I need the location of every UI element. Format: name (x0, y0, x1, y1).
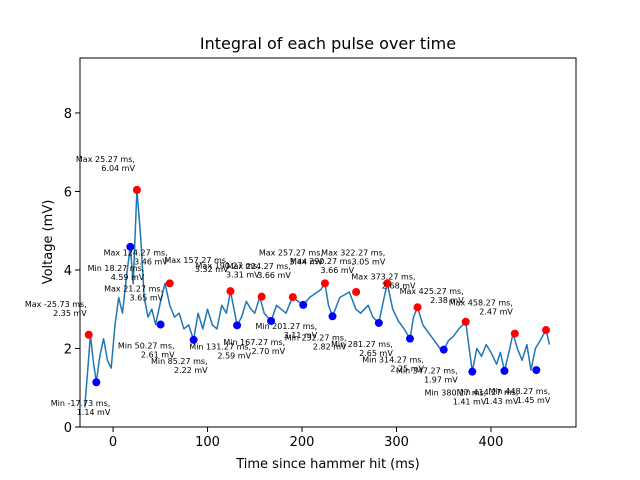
max-point (542, 326, 551, 335)
plot-area: Max -25.73 ms, 2.35 mV Max 25.27 ms, 6.04 m… (25, 155, 551, 417)
max-label: Max 458.27 ms, 2.47 mV (449, 299, 514, 317)
y-tick-label: 4 (64, 264, 72, 279)
x-tick-label: 0 (109, 435, 117, 450)
max-label: Max 425.27 ms, 2.38 mV (400, 287, 465, 305)
x-tick-label: 200 (290, 435, 315, 450)
min-label: Min 50.27 ms, 2.61 mV (118, 342, 175, 360)
max-label: Max 373.27 ms, 2.68 mV (351, 272, 416, 290)
y-axis-label: Voltage (mV) (41, 200, 56, 285)
min-label: Min 314.27 ms, 2.25 mV (362, 356, 424, 374)
x-tick-label: 300 (384, 435, 409, 450)
max-label: Max 157.27 ms, 3.32 mV (164, 256, 229, 274)
max-label: Max 224.27 ms, 3.66 mV (227, 262, 292, 280)
max-point (413, 303, 422, 312)
max-label: Max 290.27 ms, 3.66 mV (290, 257, 355, 275)
max-point (383, 279, 392, 288)
max-label: Max 322.27 ms, 3.05 mV (321, 248, 386, 266)
min-label: Min 448.27 ms, 1.45 mV (489, 387, 551, 405)
max-point (510, 329, 519, 338)
max-label: Max 257.27 ms, 3.44 mV (259, 248, 324, 266)
min-point (374, 318, 383, 327)
min-point (468, 367, 477, 376)
min-label: Min 232.27 ms, 2.82 mV (285, 333, 347, 351)
min-label: Min 380.27 ms, 1.41 mV (425, 389, 487, 407)
max-label: Max 190.27 ms, 3.31 mV (196, 262, 261, 280)
max-point (257, 292, 266, 301)
min-label: Min 131.27 ms, 2.59 mV (189, 342, 251, 360)
min-label: Min 347.27 ms, 1.97 mV (396, 367, 458, 385)
min-point (126, 242, 135, 251)
min-label: Min 414.27 ms, 1.43 mV (457, 388, 519, 406)
max-point (165, 279, 174, 288)
min-point (233, 321, 242, 330)
min-point (328, 312, 337, 321)
axes-frame (79, 57, 577, 428)
min-point (532, 366, 541, 375)
max-point (461, 317, 470, 326)
x-axis: 0 100 200 300 400 (109, 427, 503, 450)
max-point (320, 279, 329, 288)
y-axis: 0 2 4 6 8 (64, 107, 80, 436)
min-point (156, 320, 165, 329)
chart-title: Integral of each pulse over time (200, 34, 456, 53)
max-point (352, 287, 361, 296)
min-label: Min 281.27 ms, 2.65 mV (331, 340, 393, 358)
min-point (189, 335, 198, 344)
max-point (288, 293, 297, 302)
min-label: Min 85.27 ms, 2.22 mV (151, 357, 208, 375)
min-point (500, 366, 509, 375)
max-point (84, 330, 93, 339)
max-label: Max 25.27 ms, 6.04 mV (76, 155, 136, 173)
min-point (405, 334, 414, 343)
min-point (92, 378, 101, 387)
min-label: Min 18.27 ms, 4.59 mV (88, 264, 145, 282)
y-tick-label: 8 (64, 107, 72, 122)
min-label: Min -17.73 ms, 1.14 mV (51, 399, 111, 417)
x-axis-label: Time since hammer hit (ms) (235, 457, 420, 472)
max-label: Max 124.27 ms, 3.46 mV (104, 248, 169, 266)
annotation-label: Max 21.27 ms, 3.65 mV (104, 285, 164, 303)
min-point (299, 300, 308, 309)
max-point (132, 185, 141, 194)
x-tick-label: 100 (195, 435, 220, 450)
max-point (226, 287, 235, 296)
min-label: Min 167.27 ms, 2.70 mV (223, 338, 285, 356)
min-point (267, 317, 276, 326)
max-label: Max -25.73 ms, 2.35 mV (25, 300, 87, 318)
x-tick-label: 400 (479, 435, 504, 450)
min-point (439, 345, 448, 354)
y-tick-label: 0 (64, 421, 72, 436)
y-tick-label: 2 (64, 342, 72, 357)
min-label: Min 201.27 ms, 3.11 mV (255, 322, 317, 340)
y-tick-label: 6 (64, 185, 72, 200)
